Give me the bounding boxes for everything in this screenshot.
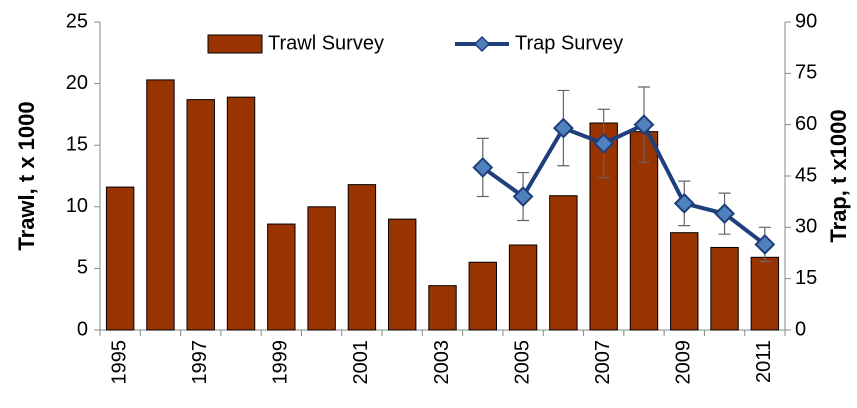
bar: [750, 256, 780, 331]
bar: [629, 131, 659, 331]
legend-marker: [473, 35, 491, 53]
y2-tick-label: 90: [795, 10, 817, 32]
bar: [186, 99, 215, 331]
marker: [673, 192, 695, 214]
bar: [710, 246, 739, 331]
x-tick-label: 1999: [270, 340, 292, 385]
legend-label: Trawl Survey: [268, 32, 384, 54]
marker: [593, 133, 615, 154]
bar: [146, 79, 175, 331]
y2-tick-label: 15: [795, 267, 817, 289]
marker: [472, 157, 494, 178]
y-tick-label: 0: [77, 318, 88, 340]
marker: [754, 234, 776, 255]
x-tick-label: 2001: [350, 340, 372, 385]
y2-tick-label: 0: [795, 318, 806, 340]
y-tick-label: 20: [66, 72, 88, 94]
legend-label: Trap Survey: [515, 32, 623, 54]
y2-tick-label: 75: [795, 62, 817, 84]
y-tick-label: 5: [77, 257, 88, 279]
y2-tick-label: 45: [795, 164, 817, 186]
x-tick-label: 1997: [189, 340, 211, 385]
bar: [388, 218, 417, 331]
bar: [468, 261, 497, 331]
y-tick-label: 25: [66, 10, 88, 32]
legend-swatch: [207, 34, 263, 54]
bar: [347, 184, 377, 331]
bar: [549, 195, 578, 331]
marker: [512, 186, 534, 207]
marker: [714, 203, 735, 225]
bar: [670, 232, 699, 331]
trap-line: [481, 122, 767, 247]
x-tick-label: 2011: [753, 340, 775, 383]
x-tick-label: 2003: [431, 340, 453, 385]
y-tick-label: 10: [66, 195, 88, 217]
bar: [307, 206, 336, 331]
y2-axis-title: Trap, t x1000: [826, 109, 851, 242]
bar: [105, 186, 135, 331]
y2-tick-label: 30: [795, 216, 817, 238]
y-tick-label: 15: [66, 133, 88, 155]
marker: [633, 114, 655, 136]
y2-tick-label: 60: [795, 113, 817, 135]
bar: [508, 244, 538, 331]
bar: [267, 223, 296, 331]
x-tick-label: 2009: [673, 340, 695, 385]
x-tick-label: 2005: [511, 340, 533, 385]
y-axis-title: Trawl, t x 1000: [14, 101, 39, 250]
marker: [552, 117, 574, 139]
x-tick-label: 2007: [592, 340, 614, 385]
bar: [226, 96, 256, 331]
bar: [428, 285, 457, 331]
x-tick-label: 1995: [108, 340, 130, 385]
